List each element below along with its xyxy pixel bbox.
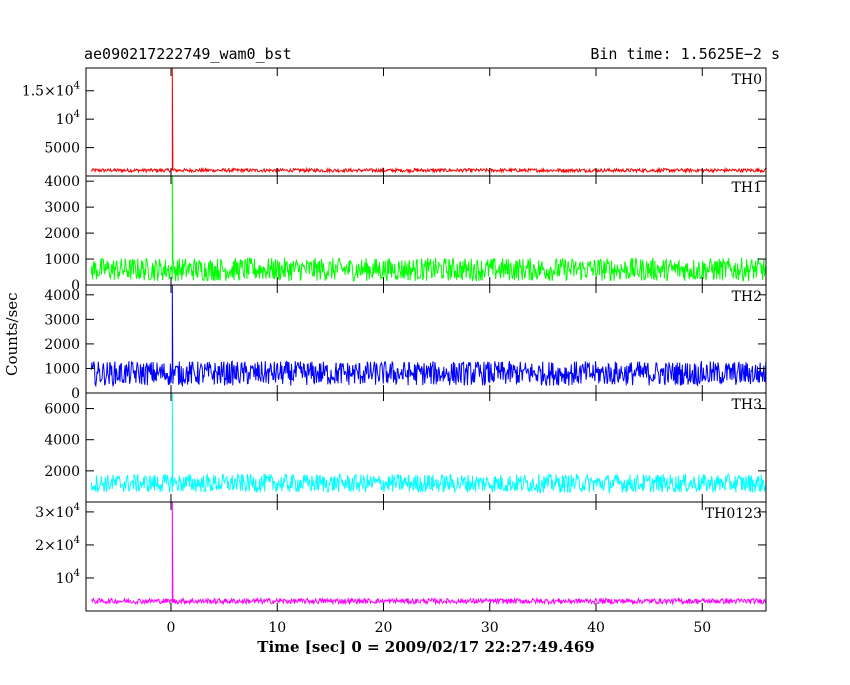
y-tick-label: 1.5×104 xyxy=(22,81,80,100)
y-tick-label: 6000 xyxy=(44,402,80,418)
y-tick-label: 0 xyxy=(71,386,80,402)
light-curve-th1 xyxy=(90,175,767,283)
panel-label-th0: TH0 xyxy=(732,72,762,88)
y-tick-label: 4000 xyxy=(44,288,80,304)
bin-time-label: Bin time: 1.5625E−2 s xyxy=(590,45,780,63)
light-curve-th0 xyxy=(90,67,767,174)
y-tick-label: 4000 xyxy=(44,433,80,449)
y-tick-label: 104 xyxy=(56,568,80,587)
panel-frame-th0 xyxy=(85,67,767,177)
y-tick-label: 2000 xyxy=(44,226,80,242)
x-tick-label: 0 xyxy=(167,620,176,636)
x-tick-label: 20 xyxy=(375,620,393,636)
x-tick-label: 10 xyxy=(268,620,286,636)
y-tick-label: 2000 xyxy=(44,337,80,353)
y-tick-label: 1000 xyxy=(44,252,80,268)
light-curve-th0123 xyxy=(91,501,767,606)
y-tick-label: 2000 xyxy=(44,464,80,480)
y-tick-label: 4000 xyxy=(44,174,80,190)
y-tick-label: 1000 xyxy=(44,361,80,377)
y-tick-label: 0 xyxy=(71,278,80,294)
panel-frame-th0123 xyxy=(85,501,767,612)
y-tick-label: 3000 xyxy=(44,200,80,216)
panel-label-th3: TH3 xyxy=(732,397,762,413)
light-curve-th2 xyxy=(90,284,767,388)
x-axis-label: Time [sec] 0 = 2009/02/17 22:27:49.469 xyxy=(257,638,595,656)
panel-label-th1: TH1 xyxy=(732,180,762,196)
x-tick-label: 40 xyxy=(587,620,605,636)
y-tick-label: 3×104 xyxy=(35,502,80,521)
y-axis-label: Counts/sec xyxy=(3,292,21,376)
x-tick-label: 30 xyxy=(481,620,499,636)
y-tick-label: 5000 xyxy=(44,141,80,157)
light-curve-th3 xyxy=(90,392,767,495)
y-tick-label: 3000 xyxy=(44,312,80,328)
panel-label-th2: TH2 xyxy=(732,289,762,305)
y-tick-label: 104 xyxy=(56,109,80,128)
panel-label-th0123: TH0123 xyxy=(705,506,762,522)
y-tick-label: 2×104 xyxy=(35,535,80,554)
x-tick-label: 50 xyxy=(693,620,711,636)
chart-title: ae090217222749_wam0_bst xyxy=(84,45,292,63)
